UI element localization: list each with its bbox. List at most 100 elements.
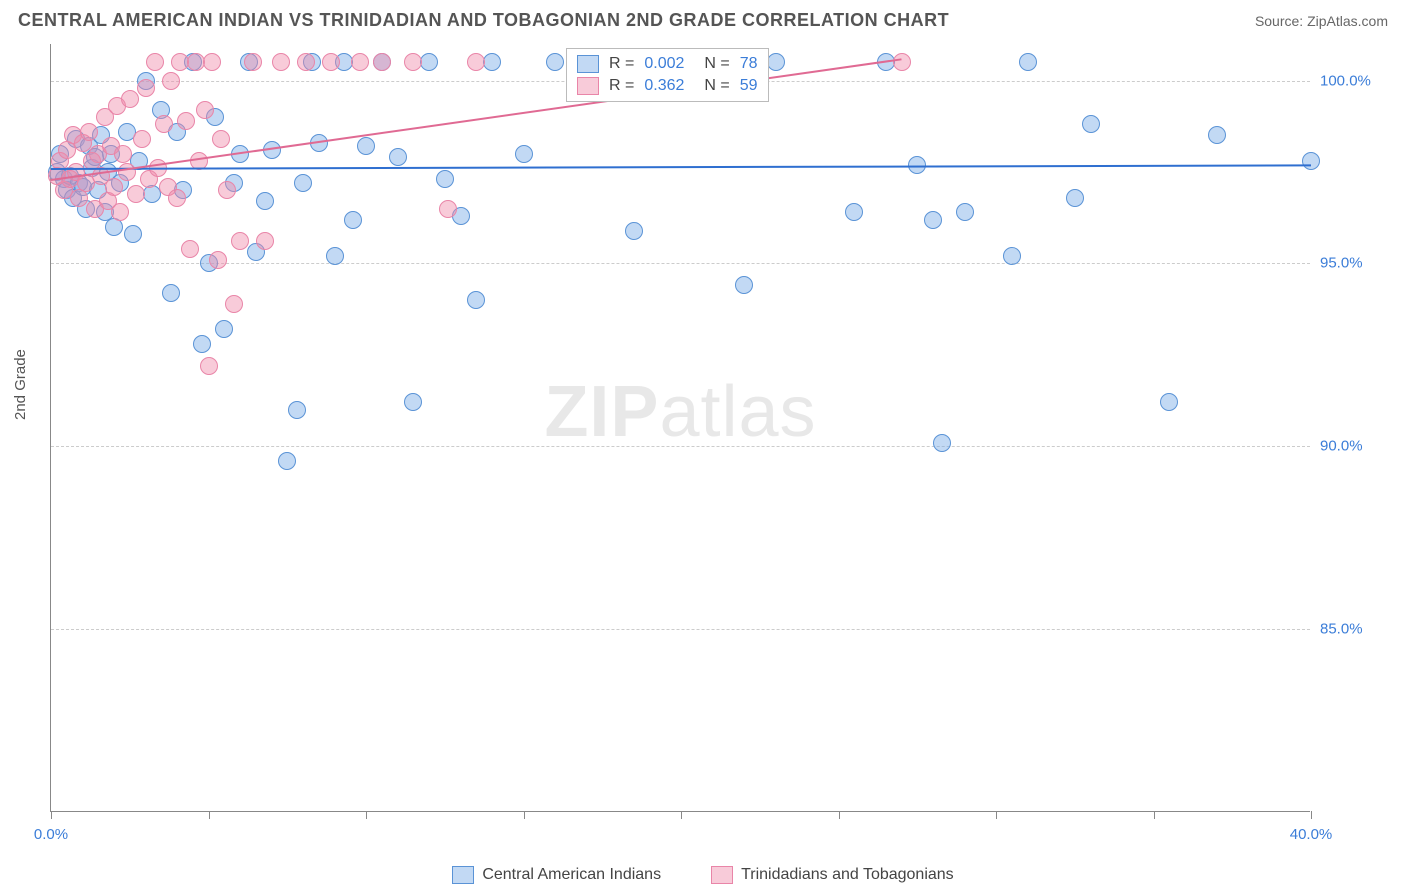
x-tick xyxy=(1311,811,1312,819)
data-point xyxy=(1302,152,1320,170)
legend-swatch xyxy=(577,77,599,95)
y-tick-label: 95.0% xyxy=(1320,255,1390,272)
data-point xyxy=(196,101,214,119)
data-point xyxy=(467,291,485,309)
data-point xyxy=(209,251,227,269)
legend-label: Trinidadians and Tobagonians xyxy=(741,866,954,884)
r-value: 0.362 xyxy=(644,77,684,95)
r-label: R = xyxy=(609,55,634,73)
n-value: 59 xyxy=(740,77,758,95)
data-point xyxy=(244,53,262,71)
data-point xyxy=(105,178,123,196)
y-tick-label: 90.0% xyxy=(1320,438,1390,455)
data-point xyxy=(111,203,129,221)
data-point xyxy=(1019,53,1037,71)
x-tick xyxy=(366,811,367,819)
chart-header: CENTRAL AMERICAN INDIAN VS TRINIDADIAN A… xyxy=(0,0,1406,37)
y-tick-label: 100.0% xyxy=(1320,72,1390,89)
data-point xyxy=(256,192,274,210)
data-point xyxy=(146,53,164,71)
data-point xyxy=(467,53,485,71)
data-point xyxy=(322,53,340,71)
legend-item: Trinidadians and Tobagonians xyxy=(711,866,954,884)
data-point xyxy=(404,393,422,411)
data-point xyxy=(162,284,180,302)
correlation-legend: R = 0.002N = 78R = 0.362N = 59 xyxy=(566,48,769,102)
data-point xyxy=(181,240,199,258)
data-point xyxy=(420,53,438,71)
data-point xyxy=(193,335,211,353)
data-point xyxy=(439,200,457,218)
data-point xyxy=(278,452,296,470)
data-point xyxy=(256,232,274,250)
data-point xyxy=(137,79,155,97)
y-tick-label: 85.0% xyxy=(1320,621,1390,638)
data-point xyxy=(124,225,142,243)
data-point xyxy=(767,53,785,71)
data-point xyxy=(326,247,344,265)
data-point xyxy=(231,232,249,250)
data-point xyxy=(1160,393,1178,411)
data-point xyxy=(272,53,290,71)
data-point xyxy=(1003,247,1021,265)
gridline xyxy=(51,446,1310,447)
x-tick-label: 0.0% xyxy=(34,826,68,843)
x-tick xyxy=(209,811,210,819)
data-point xyxy=(956,203,974,221)
watermark: ZIPatlas xyxy=(544,371,816,453)
legend-swatch xyxy=(452,866,474,884)
data-point xyxy=(1066,189,1084,207)
data-point xyxy=(373,53,391,71)
data-point xyxy=(297,53,315,71)
data-point xyxy=(515,145,533,163)
trend-line xyxy=(51,165,1311,171)
chart-title: CENTRAL AMERICAN INDIAN VS TRINIDADIAN A… xyxy=(18,10,949,31)
data-point xyxy=(155,115,173,133)
data-point xyxy=(203,53,221,71)
data-point xyxy=(225,295,243,313)
legend-row: R = 0.362 N = 59 xyxy=(577,75,758,97)
data-point xyxy=(177,112,195,130)
data-point xyxy=(357,137,375,155)
data-point xyxy=(288,401,306,419)
x-tick xyxy=(51,811,52,819)
data-point xyxy=(933,434,951,452)
scatter-chart: ZIPatlas 85.0%90.0%95.0%100.0%0.0%40.0%R… xyxy=(50,44,1310,812)
chart-source: Source: ZipAtlas.com xyxy=(1255,13,1388,29)
data-point xyxy=(114,145,132,163)
data-point xyxy=(1208,126,1226,144)
legend-swatch xyxy=(577,55,599,73)
x-tick xyxy=(681,811,682,819)
data-point xyxy=(344,211,362,229)
data-point xyxy=(404,53,422,71)
gridline xyxy=(51,629,1310,630)
data-point xyxy=(118,163,136,181)
n-label: N = xyxy=(704,55,729,73)
data-point xyxy=(168,189,186,207)
data-point xyxy=(294,174,312,192)
n-value: 78 xyxy=(740,55,758,73)
data-point xyxy=(162,72,180,90)
bottom-legend: Central American Indians Trinidadians and… xyxy=(0,866,1406,884)
data-point xyxy=(80,123,98,141)
data-point xyxy=(121,90,139,108)
data-point xyxy=(351,53,369,71)
legend-item: Central American Indians xyxy=(452,866,661,884)
x-tick xyxy=(996,811,997,819)
legend-label: Central American Indians xyxy=(482,866,661,884)
x-tick xyxy=(1154,811,1155,819)
x-tick-label: 40.0% xyxy=(1290,826,1333,843)
data-point xyxy=(1082,115,1100,133)
data-point xyxy=(127,185,145,203)
data-point xyxy=(215,320,233,338)
data-point xyxy=(845,203,863,221)
r-label: R = xyxy=(609,77,634,95)
n-label: N = xyxy=(704,77,729,95)
data-point xyxy=(218,181,236,199)
data-point xyxy=(735,276,753,294)
data-point xyxy=(924,211,942,229)
data-point xyxy=(436,170,454,188)
data-point xyxy=(546,53,564,71)
data-point xyxy=(200,357,218,375)
legend-swatch xyxy=(711,866,733,884)
